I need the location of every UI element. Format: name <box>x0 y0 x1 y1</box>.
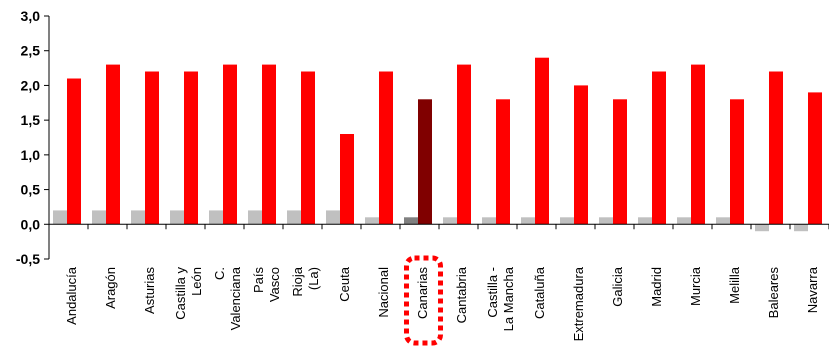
category-label-6-0: Rioja <box>290 266 305 296</box>
y-tick-label-4: 1,0 <box>21 147 41 163</box>
y-tick-label-5: 0,5 <box>21 182 41 198</box>
category-label-13: Extremadura <box>571 266 586 341</box>
category-label-4-1: Valenciana <box>228 266 243 330</box>
category-label-9: Canarias <box>415 267 430 320</box>
bar-series1-8 <box>365 217 379 225</box>
bar-series1-3 <box>170 210 184 225</box>
bar-series2-9 <box>418 99 432 225</box>
category-label-17: Melilla <box>727 266 742 304</box>
bar-series1-15 <box>638 217 652 225</box>
category-label-12: Cataluña <box>532 266 547 319</box>
bar-series2-18 <box>769 71 783 225</box>
bar-series1-0 <box>53 210 67 225</box>
category-label-19: Navarra <box>805 266 820 313</box>
bar-series1-6 <box>287 210 301 225</box>
bar-series1-12 <box>521 217 535 225</box>
y-tick-label-3: 1,5 <box>21 112 41 128</box>
bar-series1-2 <box>131 210 145 225</box>
category-label-18: Baleares <box>766 267 781 319</box>
category-label-7: Ceuta <box>337 266 352 301</box>
category-label-10: Cantabria <box>454 266 469 323</box>
bar-series1-16 <box>677 217 691 225</box>
category-label-16: Murcia <box>688 266 703 306</box>
y-tick-label-2: 2,0 <box>21 77 41 93</box>
bar-series2-5 <box>262 64 276 225</box>
bar-series2-3 <box>184 71 198 225</box>
category-label-5-1: Vasco <box>267 267 282 302</box>
category-label-15: Madrid <box>649 267 664 307</box>
bar-series1-19 <box>794 224 808 232</box>
bar-series2-6 <box>301 71 315 225</box>
y-tick-label-1: 2,5 <box>21 43 41 59</box>
bar-series2-13 <box>574 85 588 225</box>
bar-series1-18 <box>755 224 769 232</box>
category-label-4-0: C. <box>212 267 227 280</box>
category-label-11-0: Castilla - <box>485 267 500 318</box>
bar-series1-11 <box>482 217 496 225</box>
bar-series2-16 <box>691 64 705 225</box>
category-label-5-0: País <box>251 267 266 294</box>
bar-series1-14 <box>599 217 613 225</box>
category-label-3-1: León <box>189 267 204 296</box>
bar-series2-2 <box>145 71 159 225</box>
bar-series1-10 <box>443 217 457 225</box>
bar-series2-10 <box>457 64 471 225</box>
bar-series2-14 <box>613 99 627 225</box>
bar-series1-9 <box>404 217 418 225</box>
bar-series2-12 <box>535 57 549 225</box>
bar-series2-8 <box>379 71 393 225</box>
category-label-14: Galicia <box>610 266 625 307</box>
bar-series1-17 <box>716 217 730 225</box>
category-label-0: Andalucía <box>64 266 79 325</box>
bar-series1-1 <box>92 210 106 225</box>
category-label-11-1: La Mancha <box>501 266 516 331</box>
bar-series2-11 <box>496 99 510 225</box>
category-label-8: Nacional <box>376 267 391 318</box>
y-tick-label-0: 3,0 <box>21 8 41 24</box>
bar-series2-15 <box>652 71 666 225</box>
bar-series2-4 <box>223 64 237 225</box>
bar-series2-0 <box>67 78 81 225</box>
y-tick-label-6: 0,0 <box>21 216 41 232</box>
category-label-2: Asturias <box>142 267 157 314</box>
bar-series1-13 <box>560 217 574 225</box>
bar-series2-7 <box>340 134 354 225</box>
y-tick-label-7: -0,5 <box>16 251 40 267</box>
highlight-box <box>404 255 443 346</box>
bar-series2-17 <box>730 99 744 225</box>
category-label-3-0: Castilla y <box>173 267 188 320</box>
bar-series1-7 <box>326 210 340 225</box>
bar-series1-4 <box>209 210 223 225</box>
category-label-1: Aragón <box>103 267 118 309</box>
bar-series2-19 <box>808 92 822 225</box>
category-label-6-1: (La) <box>306 267 321 290</box>
bar-series1-5 <box>248 210 262 225</box>
bar-series2-1 <box>106 64 120 225</box>
